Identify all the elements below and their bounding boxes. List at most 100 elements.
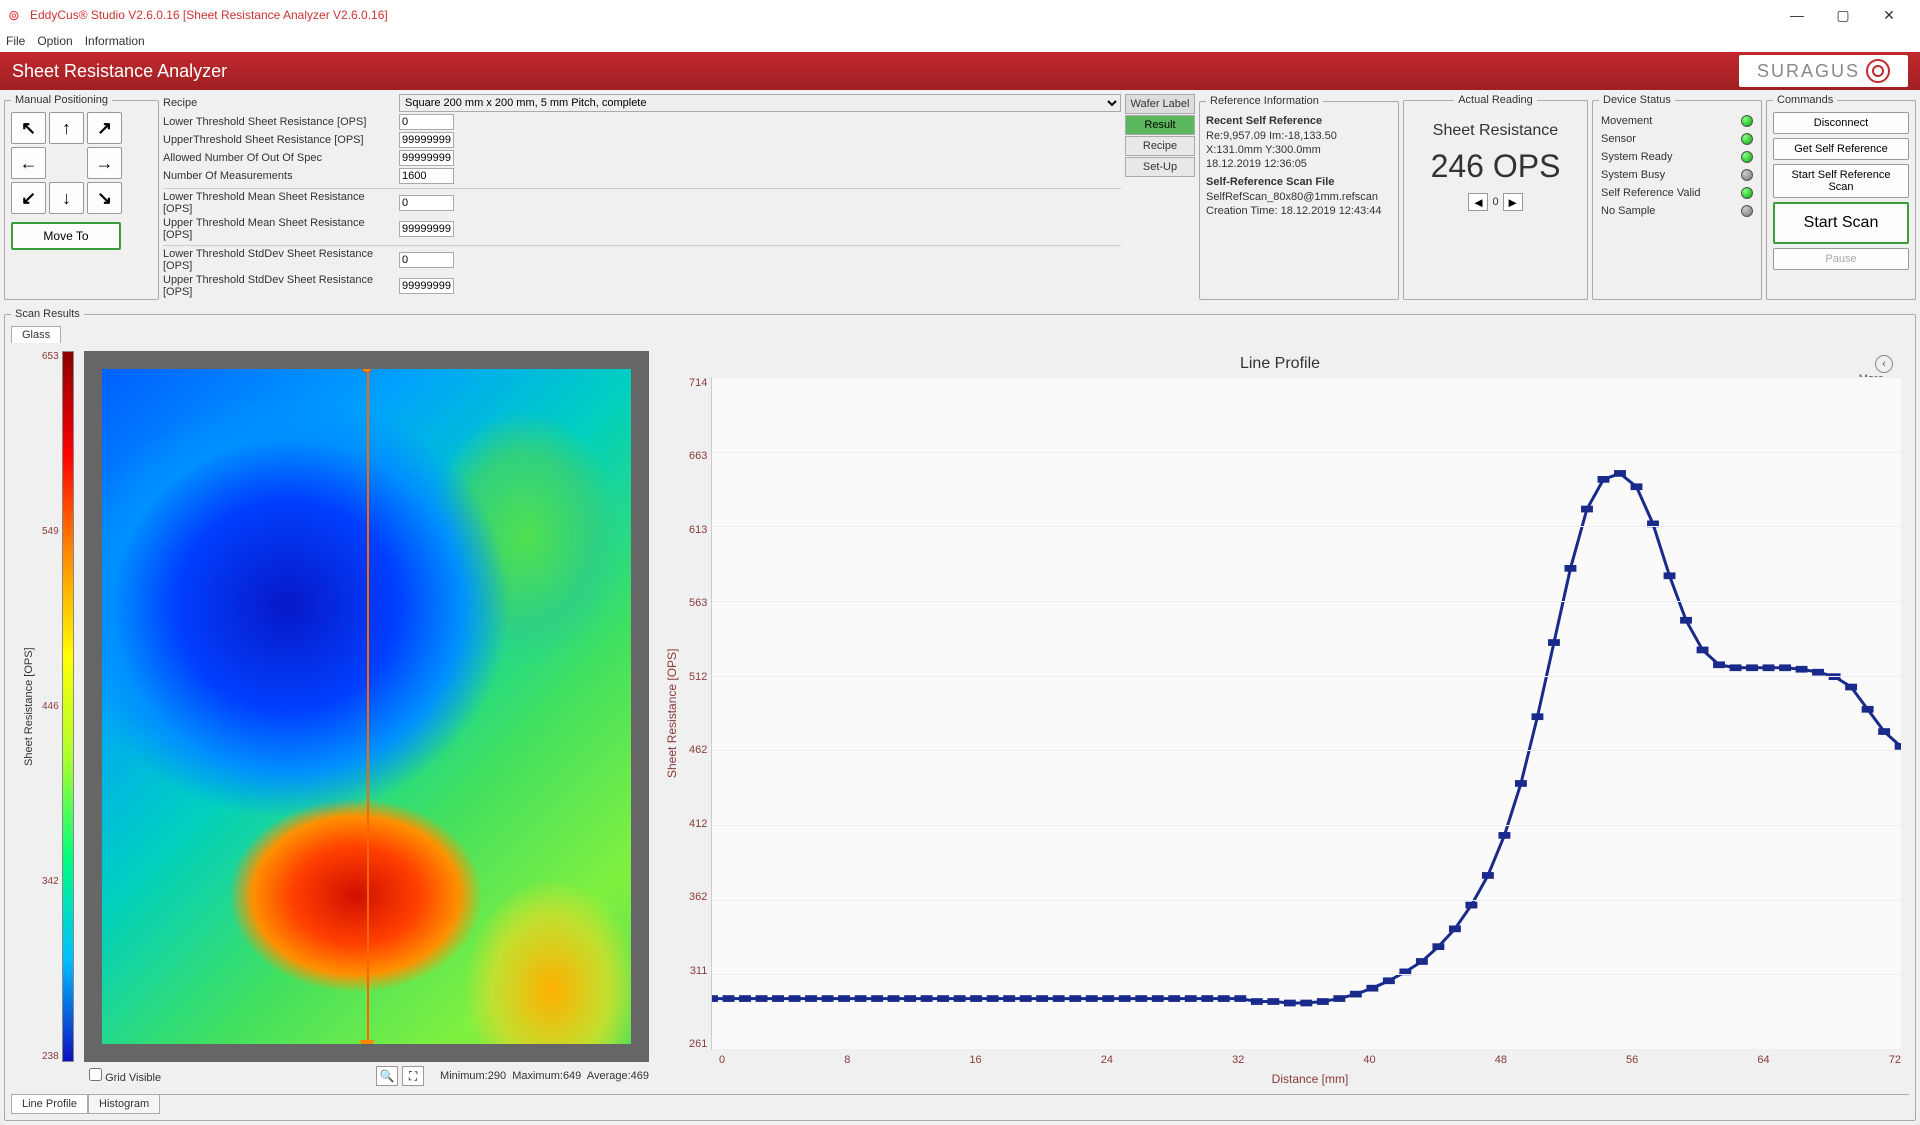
move-sw-button[interactable]: ↙	[11, 182, 46, 214]
move-w-button[interactable]: ←	[11, 147, 46, 179]
stddev-threshold-input-1[interactable]	[399, 278, 454, 294]
reading-value: 246 OPS	[1410, 148, 1581, 185]
line-profile-panel: ‹ More... Line Profile Sheet Resistance …	[659, 351, 1901, 1086]
heatmap-footer: Grid Visible 🔍 ⛶ Minimum:290 Maximum:649…	[19, 1062, 649, 1086]
threshold-input-2[interactable]	[399, 150, 454, 166]
recipe-row: Upper Threshold Mean Sheet Resistance [O…	[163, 217, 1121, 241]
profile-line-handle-bottom[interactable]	[359, 1040, 375, 1044]
tab-setup[interactable]: Set-Up	[1125, 157, 1195, 177]
menu-file[interactable]: File	[6, 34, 25, 48]
line-chart-svg	[712, 377, 1901, 1049]
start-self-reference-scan-button[interactable]: Start Self Reference Scan	[1773, 164, 1909, 198]
line-chart-x-label: Distance [mm]	[659, 1066, 1901, 1086]
mean-threshold-input-0[interactable]	[399, 195, 454, 211]
status-led-icon	[1741, 205, 1753, 217]
tab-line-profile[interactable]: Line Profile	[11, 1095, 88, 1114]
line-chart-plot[interactable]	[711, 377, 1901, 1050]
app-header: Sheet Resistance Analyzer SURAGUS	[0, 52, 1920, 90]
move-nw-button[interactable]: ↖	[11, 112, 46, 144]
zoom-tool-button[interactable]: 🔍	[376, 1066, 398, 1086]
x-tick: 64	[1757, 1054, 1769, 1066]
top-controls-row: Manual Positioning ↖ ↑ ↗ ← → ↙ ↓ ↘ Move …	[0, 90, 1920, 304]
tab-result[interactable]: Result	[1125, 115, 1195, 135]
reference-info-legend: Reference Information	[1206, 94, 1323, 108]
tab-recipe[interactable]: Recipe	[1125, 136, 1195, 156]
disconnect-button[interactable]: Disconnect	[1773, 112, 1909, 134]
brand-logo: SURAGUS	[1739, 55, 1908, 87]
recipe-row-label: Allowed Number Of Out Of Spec	[163, 152, 393, 164]
heatmap-y-axis-label: Sheet Resistance [OPS]	[19, 351, 39, 1062]
device-status-legend: Device Status	[1599, 94, 1675, 106]
recent-self-ref-title: Recent Self Reference	[1206, 115, 1322, 127]
colorbar-tick: 653	[42, 351, 59, 362]
heatmap-viewport[interactable]	[84, 351, 649, 1062]
line-chart-y-label: Sheet Resistance [OPS]	[659, 377, 685, 1050]
menu-option[interactable]: Option	[37, 34, 72, 48]
move-to-button[interactable]: Move To	[11, 222, 121, 250]
manual-positioning-panel: Manual Positioning ↖ ↑ ↗ ← → ↙ ↓ ↘ Move …	[4, 94, 159, 300]
move-s-button[interactable]: ↓	[49, 182, 84, 214]
side-tabs: Wafer Label Result Recipe Set-Up	[1125, 94, 1195, 300]
reading-prev-button[interactable]: ◄	[1468, 193, 1488, 211]
grid-visible-checkbox[interactable]	[89, 1068, 102, 1081]
heatmap-canvas	[102, 369, 631, 1044]
tab-wafer-label[interactable]: Wafer Label	[1125, 94, 1195, 114]
start-scan-button[interactable]: Start Scan	[1773, 202, 1909, 244]
threshold-input-1[interactable]	[399, 132, 454, 148]
y-tick: 362	[689, 891, 707, 903]
x-tick: 40	[1363, 1054, 1375, 1066]
status-label: System Ready	[1601, 151, 1673, 163]
get-self-reference-button[interactable]: Get Self Reference	[1773, 138, 1909, 160]
colorbar-tick: 238	[42, 1051, 59, 1062]
threshold-input-0[interactable]	[399, 114, 454, 130]
move-ne-button[interactable]: ↗	[87, 112, 122, 144]
expand-tool-button[interactable]: ⛶	[402, 1066, 424, 1086]
arrow-grid: ↖ ↑ ↗ ← → ↙ ↓ ↘	[11, 112, 152, 214]
stddev-threshold-input-0[interactable]	[399, 252, 454, 268]
more-icon[interactable]: ‹	[1875, 355, 1893, 373]
reading-index: 0	[1492, 196, 1498, 208]
colorbar-tick: 549	[42, 526, 59, 537]
pause-button[interactable]: Pause	[1773, 248, 1909, 270]
scan-file-name: SelfRefScan_80x80@1mm.refscan	[1206, 190, 1392, 204]
line-chart-x-ticks: 081624324048566472	[659, 1050, 1901, 1066]
heatmap-stats: Minimum:290 Maximum:649 Average:469	[432, 1070, 649, 1082]
tab-histogram[interactable]: Histogram	[88, 1095, 160, 1114]
status-label: No Sample	[1601, 205, 1655, 217]
profile-line[interactable]	[367, 369, 369, 1044]
status-led-icon	[1741, 133, 1753, 145]
brand-name: SURAGUS	[1757, 61, 1860, 82]
tab-glass[interactable]: Glass	[11, 326, 61, 343]
recipe-row: UpperThreshold Sheet Resistance [OPS]	[163, 132, 1121, 148]
grid-visible-checkbox-label[interactable]: Grid Visible	[89, 1068, 161, 1084]
mean-threshold-input-1[interactable]	[399, 221, 454, 237]
colorbar-gradient	[62, 351, 74, 1062]
x-tick: 56	[1626, 1054, 1638, 1066]
ref-datetime: 18.12.2019 12:36:05	[1206, 157, 1392, 171]
recipe-row-label: Lower Threshold Mean Sheet Resistance [O…	[163, 191, 393, 215]
scan-results-panel: Scan Results Glass Sheet Resistance [OPS…	[4, 308, 1916, 1121]
y-tick: 412	[689, 818, 707, 830]
commands-legend: Commands	[1773, 94, 1837, 106]
menu-information[interactable]: Information	[85, 34, 145, 48]
recipe-row-label: Number Of Measurements	[163, 170, 393, 182]
move-n-button[interactable]: ↑	[49, 112, 84, 144]
minimize-button[interactable]: —	[1774, 0, 1820, 30]
reading-nav: ◄ 0 ►	[1410, 193, 1581, 211]
move-se-button[interactable]: ↘	[87, 182, 122, 214]
reading-next-button[interactable]: ►	[1503, 193, 1523, 211]
line-profile-title: Line Profile	[659, 351, 1901, 377]
profile-line-handle-top[interactable]	[362, 369, 372, 373]
threshold-input-3[interactable]	[399, 168, 454, 184]
maximize-button[interactable]: ▢	[1820, 0, 1866, 30]
line-chart-area: Sheet Resistance [OPS] 71466361356351246…	[659, 377, 1901, 1050]
y-tick: 512	[689, 671, 707, 683]
recipe-label: Recipe	[163, 97, 393, 109]
y-tick: 663	[689, 450, 707, 462]
device-status-panel: Device Status MovementSensorSystem Ready…	[1592, 94, 1762, 300]
status-led-icon	[1741, 115, 1753, 127]
close-button[interactable]: ✕	[1866, 0, 1912, 30]
status-row: System Busy	[1599, 166, 1755, 184]
move-e-button[interactable]: →	[87, 147, 122, 179]
recipe-select[interactable]: Square 200 mm x 200 mm, 5 mm Pitch, comp…	[399, 94, 1121, 112]
